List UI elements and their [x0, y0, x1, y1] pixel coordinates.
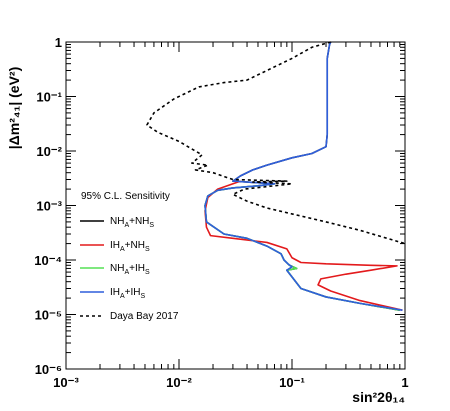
series-line-4: [146, 41, 406, 245]
legend-label-1: IHA+NHS: [110, 240, 150, 253]
x-tick-label: 10⁻¹: [279, 375, 305, 390]
x-tick-label: 1: [401, 375, 408, 390]
legend: 95% C.L. Sensitivity NHA+NHS IHA+NHS NHA+I…: [80, 191, 179, 322]
tick-labels-layer: 10⁻³ 10⁻² 10⁻¹ 1 10⁻⁶ 10⁻⁵ 10⁻⁴ 10⁻³ 10⁻² 10⁻¹ 1: [34, 35, 408, 390]
x-tick-label: 10⁻²: [166, 375, 192, 390]
y-tick-label: 10⁻²: [36, 144, 62, 159]
legend-label-4: Daya Bay 2017: [110, 311, 179, 322]
ticks-layer: [65, 42, 405, 370]
y-tick-label: 10⁻⁴: [34, 253, 62, 268]
y-tick-label: 10⁻¹: [36, 90, 62, 105]
x-tick-label: 10⁻³: [53, 375, 79, 390]
y-axis-label: |Δm²₄₁| (eV²): [6, 67, 22, 149]
y-tick-label: 10⁻³: [36, 199, 62, 214]
legend-label-2: NHA+IHS: [110, 263, 150, 276]
y-tick-label: 1: [55, 35, 62, 50]
legend-label-0: NHA+NHS: [110, 216, 154, 229]
legend-title: 95% C.L. Sensitivity: [81, 191, 170, 202]
series-line-1: [204, 180, 403, 311]
series-line-2: [204, 183, 400, 311]
y-tick-label: 10⁻⁵: [35, 308, 62, 323]
y-tick-label: 10⁻⁶: [35, 362, 62, 377]
x-axis-label: sin²2θ₁₄: [352, 389, 405, 405]
series-layer: [146, 41, 406, 311]
legend-label-3: IHA+IHS: [110, 287, 146, 300]
series-line-3: [204, 41, 403, 311]
legend-items: NHA+NHS IHA+NHS NHA+IHS IHA+IHS Daya Bay 201…: [80, 216, 179, 322]
